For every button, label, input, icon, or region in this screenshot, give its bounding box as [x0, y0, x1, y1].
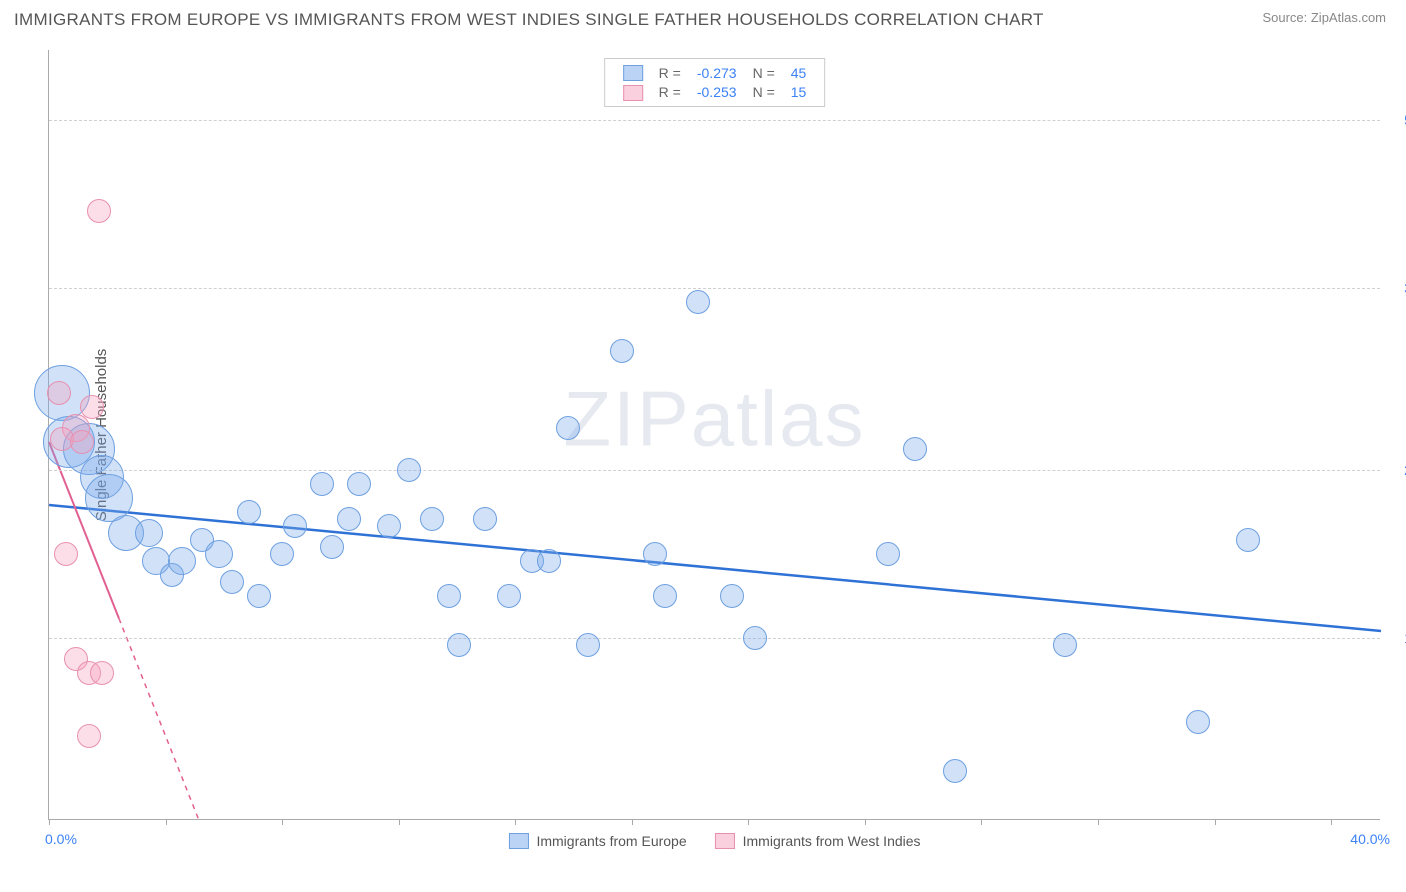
x-tick: [1331, 819, 1332, 825]
x-axis-max-label: 40.0%: [1350, 831, 1390, 847]
data-point: [54, 542, 78, 566]
data-point: [556, 416, 580, 440]
data-point: [743, 626, 767, 650]
data-point: [876, 542, 900, 566]
data-point: [1236, 528, 1260, 552]
data-point: [135, 519, 163, 547]
data-point: [70, 430, 94, 454]
data-point: [283, 514, 307, 538]
data-point: [720, 584, 744, 608]
legend-swatch-westindies: [623, 85, 643, 101]
data-point: [77, 724, 101, 748]
data-point: [247, 584, 271, 608]
data-point: [903, 437, 927, 461]
legend-swatch-europe-icon: [508, 833, 528, 849]
data-point: [686, 290, 710, 314]
x-tick: [748, 819, 749, 825]
legend-swatch-westindies-icon: [715, 833, 735, 849]
data-point: [310, 472, 334, 496]
data-point: [220, 570, 244, 594]
r-value-europe: -0.273: [697, 65, 737, 81]
x-tick: [1215, 819, 1216, 825]
n-label: N =: [753, 65, 775, 81]
legend-label-westindies: Immigrants from West Indies: [743, 833, 921, 849]
data-point: [168, 547, 196, 575]
r-label: R =: [659, 84, 681, 100]
data-point: [347, 472, 371, 496]
data-point: [437, 584, 461, 608]
gridline: [49, 470, 1380, 471]
data-point: [447, 633, 471, 657]
data-point: [1186, 710, 1210, 734]
x-axis-min-label: 0.0%: [45, 831, 77, 847]
x-tick: [1098, 819, 1099, 825]
n-value-europe: 45: [791, 65, 807, 81]
gridline: [49, 638, 1380, 639]
source-label: Source: ZipAtlas.com: [1262, 10, 1386, 25]
gridline: [49, 288, 1380, 289]
trendlines-svg: [49, 50, 1381, 820]
x-tick: [632, 819, 633, 825]
data-point: [237, 500, 261, 524]
data-point: [643, 542, 667, 566]
n-label: N =: [753, 84, 775, 100]
data-point: [610, 339, 634, 363]
y-tick-label: 1.3%: [1386, 630, 1406, 646]
r-label: R =: [659, 65, 681, 81]
data-point: [337, 507, 361, 531]
data-point: [420, 507, 444, 531]
data-point: [653, 584, 677, 608]
data-point: [537, 549, 561, 573]
data-point: [943, 759, 967, 783]
y-tick-label: 5.0%: [1386, 112, 1406, 128]
y-tick-label: 2.5%: [1386, 462, 1406, 478]
data-point: [90, 661, 114, 685]
data-point: [87, 199, 111, 223]
legend-stats-box: R = -0.273 N = 45 R = -0.253 N = 15: [604, 58, 826, 107]
y-tick-label: 3.8%: [1386, 280, 1406, 296]
r-value-westindies: -0.253: [697, 84, 737, 100]
x-tick: [399, 819, 400, 825]
data-point: [270, 542, 294, 566]
data-point: [320, 535, 344, 559]
x-tick: [981, 819, 982, 825]
x-tick: [515, 819, 516, 825]
data-point: [377, 514, 401, 538]
data-point: [205, 540, 233, 568]
gridline: [49, 120, 1380, 121]
data-point: [397, 458, 421, 482]
data-point: [47, 381, 71, 405]
chart-title: IMMIGRANTS FROM EUROPE VS IMMIGRANTS FRO…: [14, 10, 1044, 30]
data-point: [497, 584, 521, 608]
data-point: [1053, 633, 1077, 657]
x-tick: [282, 819, 283, 825]
data-point: [473, 507, 497, 531]
legend-swatch-europe: [623, 65, 643, 81]
n-value-westindies: 15: [791, 84, 807, 100]
x-tick: [49, 819, 50, 825]
data-point: [576, 633, 600, 657]
legend-bottom: Immigrants from Europe Immigrants from W…: [508, 833, 920, 849]
legend-label-europe: Immigrants from Europe: [536, 833, 686, 849]
data-point: [80, 395, 104, 419]
x-tick: [166, 819, 167, 825]
x-tick: [865, 819, 866, 825]
chart-plot-area: Single Father Households ZIPatlas R = -0…: [48, 50, 1380, 820]
